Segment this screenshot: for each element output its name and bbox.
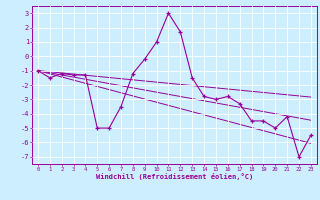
X-axis label: Windchill (Refroidissement éolien,°C): Windchill (Refroidissement éolien,°C) [96, 173, 253, 180]
